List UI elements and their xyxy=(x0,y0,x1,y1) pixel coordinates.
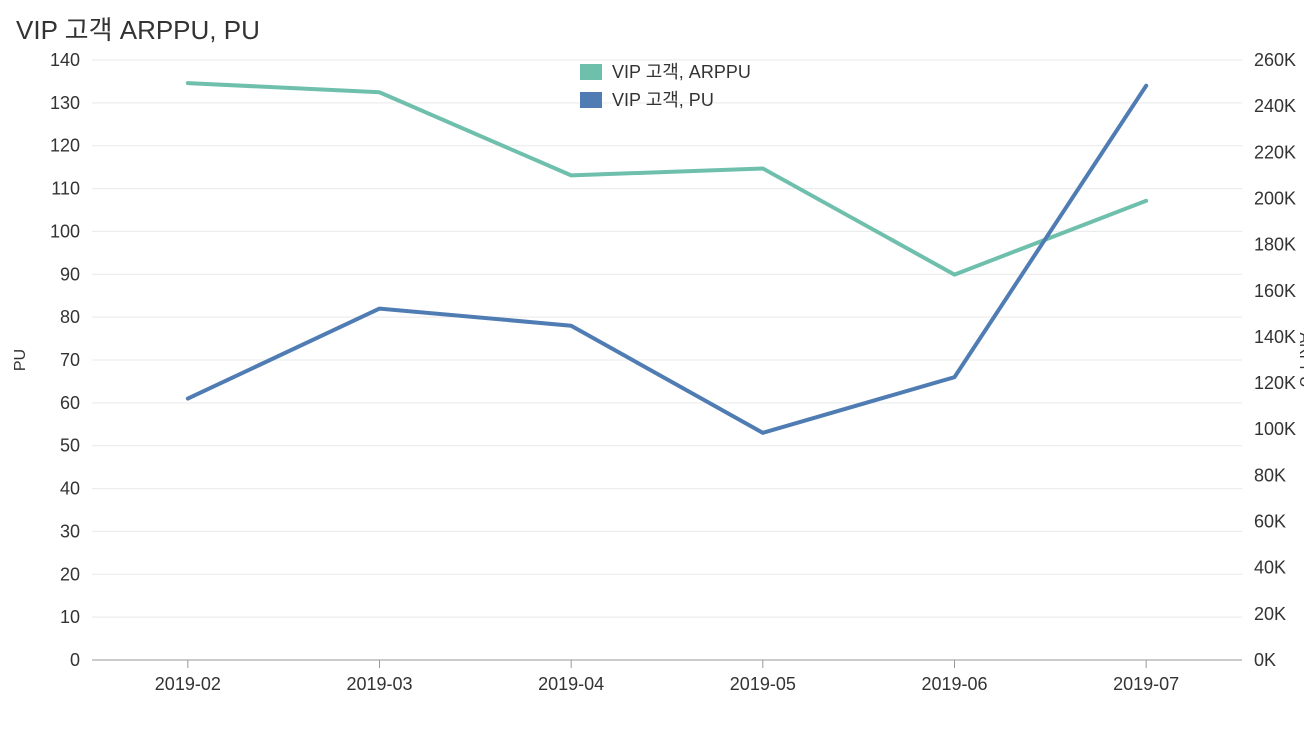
y-left-tick-label: 140 xyxy=(50,50,80,70)
legend-swatch xyxy=(580,92,602,108)
y-left-tick-label: 130 xyxy=(50,93,80,113)
x-tick-label: 2019-07 xyxy=(1113,674,1179,694)
y-right-tick-label: 260K xyxy=(1254,50,1296,70)
y-left-tick-label: 0 xyxy=(70,650,80,670)
legend-swatch xyxy=(580,64,602,80)
y-left-tick-label: 110 xyxy=(51,179,80,199)
y-right-tick-label: 0K xyxy=(1254,650,1276,670)
y-left-tick-label: 50 xyxy=(60,436,80,456)
legend-label: VIP 고객, PU xyxy=(612,90,714,110)
chart-title: VIP 고객 ARPPU, PU xyxy=(16,10,260,47)
y-left-axis-title: PU xyxy=(12,349,29,371)
y-right-tick-label: 200K xyxy=(1254,188,1296,208)
y-right-axis-title: ARPPU xyxy=(1296,332,1304,387)
y-left-tick-label: 60 xyxy=(60,393,80,413)
y-right-tick-label: 120K xyxy=(1254,373,1296,393)
y-left-tick-label: 30 xyxy=(60,521,80,541)
x-tick-label: 2019-05 xyxy=(730,674,796,694)
y-left-tick-label: 80 xyxy=(60,307,80,327)
y-left-tick-label: 20 xyxy=(60,564,80,584)
y-left-tick-label: 120 xyxy=(50,136,80,156)
legend-label: VIP 고객, ARPPU xyxy=(612,62,751,82)
y-right-tick-label: 160K xyxy=(1254,281,1296,301)
x-tick-label: 2019-02 xyxy=(155,674,221,694)
y-right-tick-label: 140K xyxy=(1254,327,1296,347)
y-right-tick-label: 100K xyxy=(1254,419,1296,439)
y-right-tick-label: 80K xyxy=(1254,465,1286,485)
y-left-tick-label: 40 xyxy=(60,479,80,499)
y-right-tick-label: 40K xyxy=(1254,558,1286,578)
y-right-tick-label: 240K xyxy=(1254,96,1296,116)
y-left-tick-label: 70 xyxy=(60,350,80,370)
y-right-tick-label: 180K xyxy=(1254,235,1296,255)
x-tick-label: 2019-06 xyxy=(921,674,987,694)
x-tick-label: 2019-03 xyxy=(346,674,412,694)
series-line xyxy=(188,83,1146,275)
series-line xyxy=(188,86,1146,433)
y-right-tick-label: 60K xyxy=(1254,512,1286,532)
y-left-tick-label: 10 xyxy=(60,607,80,627)
line-chart: 0 10 20 30 40 50 60 70 80 90 100 110 120 130 140 0K 20K 4… xyxy=(0,0,1304,733)
y-right-tick-label: 20K xyxy=(1254,604,1286,624)
y-left-tick-label: 90 xyxy=(60,264,80,284)
y-left-tick-label: 100 xyxy=(50,221,80,241)
x-tick-label: 2019-04 xyxy=(538,674,604,694)
y-right-tick-label: 220K xyxy=(1254,142,1296,162)
